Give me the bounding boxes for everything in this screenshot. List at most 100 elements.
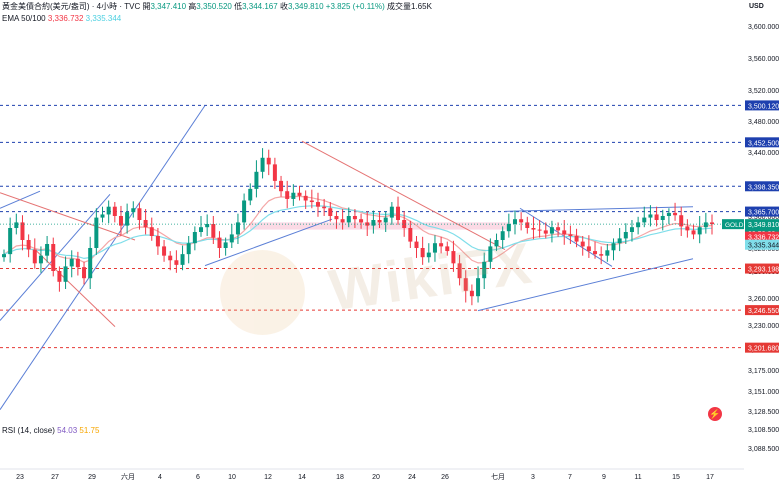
candle — [482, 252, 487, 289]
candle — [574, 228, 579, 248]
candle-body — [260, 157, 265, 172]
candle — [309, 189, 314, 209]
x-tick-label: 27 — [51, 474, 59, 481]
candle — [463, 270, 468, 303]
chart-legend: 黃金美債合約(美元/盎司) · 4小時 · TVC 開3,347.410 高3,… — [2, 2, 432, 24]
y-tick-label: 3,480.000 — [748, 119, 779, 126]
rsi-value-2: 51.75 — [79, 426, 100, 435]
candle — [537, 220, 542, 238]
candle — [451, 240, 456, 272]
candle-body — [697, 227, 702, 235]
currency-label: USD — [749, 3, 764, 10]
candle-body — [45, 244, 50, 256]
candle — [494, 233, 499, 252]
candle — [186, 236, 191, 264]
candle-body — [525, 222, 530, 228]
candle-body — [2, 254, 6, 258]
candle-body — [660, 216, 665, 220]
candle-body — [383, 217, 388, 223]
high-label: 高 — [188, 2, 197, 11]
candle-body — [432, 243, 437, 253]
candle — [235, 213, 240, 244]
ema100-tag — [745, 239, 779, 250]
x-tick-label: 18 — [336, 474, 344, 481]
x-tick-label: 14 — [298, 474, 306, 481]
candle-body — [451, 251, 456, 264]
candle-body — [352, 216, 357, 220]
candle — [617, 228, 622, 252]
candle-body — [679, 215, 684, 227]
candle — [414, 236, 419, 258]
candle — [149, 217, 154, 241]
candle-body — [414, 241, 419, 248]
candle — [38, 246, 43, 273]
trendline-down — [301, 140, 506, 250]
candle — [2, 249, 6, 262]
price-level-label: 3,293.198 — [748, 267, 779, 274]
candle — [371, 210, 376, 234]
candle — [315, 192, 320, 217]
candle-body — [100, 214, 105, 218]
price-level-tag — [745, 305, 779, 316]
candle-body — [235, 222, 240, 235]
candle-body — [445, 246, 450, 252]
candle-body — [297, 192, 302, 196]
candle — [297, 185, 302, 201]
candle-body — [82, 267, 87, 279]
candle-body — [38, 255, 43, 264]
candle-body — [402, 220, 407, 228]
candle-body — [309, 200, 314, 203]
legend-row-ema: EMA 50/100 3,336.732 3,335.344 — [2, 14, 432, 24]
candle-body — [543, 230, 548, 234]
y-tick-label: 3,260.000 — [748, 296, 779, 303]
candle-body — [340, 219, 345, 223]
candle-body — [359, 219, 364, 223]
candle — [512, 210, 517, 235]
candle — [666, 208, 671, 224]
candle — [82, 261, 87, 285]
candle-body — [506, 224, 511, 232]
candle — [254, 160, 259, 198]
lightning-icon[interactable]: ⚡ — [708, 407, 722, 421]
x-tick-label: 六月 — [121, 472, 135, 481]
y-tick-label: 3,088.500 — [748, 446, 779, 453]
candle-body — [118, 216, 123, 226]
candle — [543, 222, 548, 239]
candle — [599, 246, 604, 265]
candle — [174, 250, 179, 273]
change-value: +3.825 (+0.11%) — [325, 2, 385, 11]
candle-body — [642, 217, 647, 223]
candle — [266, 149, 271, 176]
candle-body — [593, 251, 598, 255]
x-tick-label: 15 — [672, 474, 680, 481]
y-tick-label: 3,128.500 — [748, 409, 779, 416]
candle-body — [272, 164, 277, 181]
candle-body — [537, 229, 542, 231]
candle — [26, 234, 31, 258]
candle — [285, 180, 290, 209]
candle-body — [389, 206, 394, 218]
candle — [506, 213, 511, 238]
candle — [457, 254, 462, 286]
candle — [211, 216, 216, 244]
candle — [155, 228, 160, 255]
candle — [291, 184, 296, 206]
candle-body — [636, 222, 641, 228]
candle — [229, 224, 234, 248]
candle — [118, 205, 123, 236]
candle — [106, 200, 111, 224]
candle — [168, 251, 173, 271]
candle — [75, 251, 80, 276]
candle-body — [199, 227, 204, 232]
candle-body — [205, 224, 210, 228]
candle-body — [605, 250, 610, 256]
candle — [660, 209, 665, 231]
open-label: 開 — [142, 2, 151, 11]
rsi-legend: RSI (14, close) 54.03 51.75 — [2, 426, 99, 435]
price-level-label: 3,398.350 — [748, 184, 779, 191]
wedge-line — [519, 207, 613, 267]
close-value: 3,349.810 — [287, 2, 324, 11]
rsi-value-1: 54.03 — [57, 426, 78, 435]
candle — [131, 201, 136, 218]
